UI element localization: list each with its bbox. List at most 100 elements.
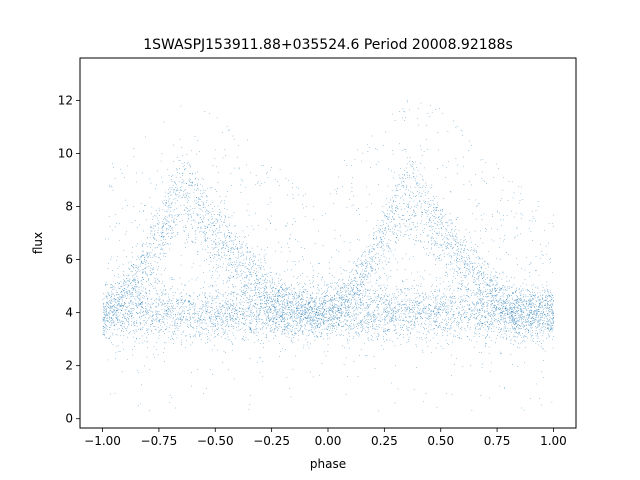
data-point [484,316,486,318]
data-point [136,259,137,260]
data-point [437,243,438,244]
data-point [359,295,360,297]
data-point [492,295,493,296]
data-point [241,327,243,329]
data-point [342,279,343,281]
data-point [208,331,209,333]
data-point [441,233,443,234]
data-point [317,324,319,326]
data-point [159,319,160,320]
data-point [333,276,335,278]
data-point [499,298,501,300]
data-point [260,306,262,307]
data-point [287,300,289,302]
data-point [426,318,427,320]
data-point [435,214,437,215]
data-point [167,316,169,317]
data-point [367,290,368,291]
data-point [114,313,115,315]
data-point [453,239,455,241]
data-point [223,294,225,296]
data-point [269,306,270,308]
data-point [367,289,369,290]
data-point [112,311,114,313]
data-point [413,167,414,169]
data-point [159,335,161,337]
data-point [493,313,494,314]
data-point [474,262,476,264]
data-point [113,167,114,168]
data-point [209,237,211,239]
data-point [299,312,300,313]
data-point [426,234,428,236]
data-point [168,205,169,206]
data-point [107,292,109,294]
data-point [465,229,467,230]
data-point [267,316,268,318]
data-point [481,267,482,269]
data-point [205,239,206,240]
data-point [497,277,498,279]
data-point [534,313,535,315]
data-point [335,325,337,326]
data-point [379,315,381,317]
data-point [363,283,365,285]
data-point [328,320,329,321]
data-point [193,334,195,336]
data-point [432,200,434,201]
data-point [241,308,243,309]
data-point [124,288,125,289]
data-point [240,253,242,254]
data-point [389,206,390,208]
data-point [263,276,264,277]
data-point [334,307,335,308]
data-point [142,210,144,211]
data-point [316,335,317,337]
data-point [121,291,123,293]
data-point [409,197,411,198]
data-point [312,275,314,276]
data-point [539,300,540,302]
data-point [353,324,354,325]
data-point [133,296,134,297]
data-point [221,306,222,308]
data-point [223,315,225,317]
data-point [151,268,153,270]
data-point [460,317,462,319]
data-point [457,266,458,268]
data-point [340,290,342,291]
data-point [434,328,435,329]
data-point [455,226,456,227]
data-point [116,310,118,311]
data-point [316,311,317,313]
data-point [155,299,157,301]
data-point [368,328,369,330]
data-point [358,304,359,305]
data-point [303,291,304,292]
data-point [324,302,326,303]
data-point [153,303,154,304]
data-point [360,331,362,333]
data-point [242,292,244,293]
data-point [278,328,280,330]
data-point [209,295,211,297]
data-point [211,321,213,323]
data-point [430,339,431,341]
data-point [258,271,259,273]
data-point [122,289,123,291]
data-point [456,219,457,220]
data-point [479,312,481,313]
data-point [255,287,256,289]
data-point [108,312,110,314]
data-point [371,311,373,313]
data-point [550,300,551,301]
data-point [215,230,216,232]
data-point [397,206,398,207]
data-point [131,321,133,322]
data-point [340,322,342,324]
data-point [316,320,318,322]
data-point [272,315,274,317]
data-point [130,313,131,314]
data-point [433,313,435,314]
data-point [369,314,371,316]
